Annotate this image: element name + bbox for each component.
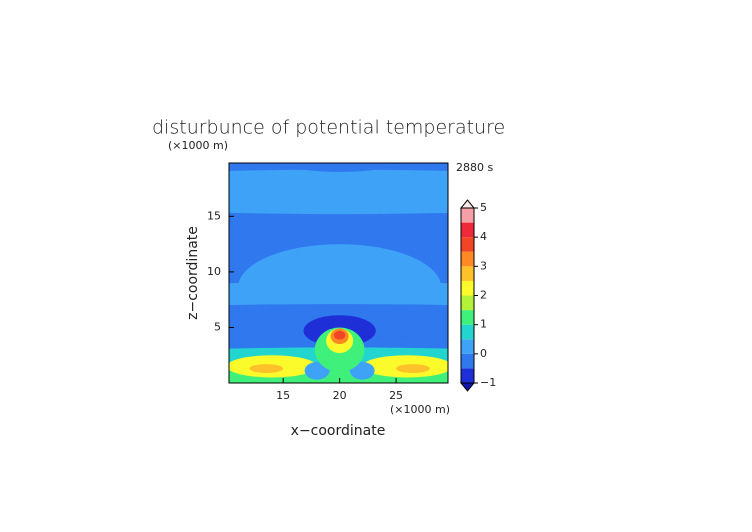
contour-region <box>396 364 430 373</box>
x-axis-title: x−coordinate <box>291 423 386 439</box>
colorbar-tick-label: 3 <box>480 259 487 272</box>
colorbar-bin <box>461 251 474 267</box>
colorbar-bin <box>461 208 474 223</box>
colorbar-extend-low <box>459 382 476 392</box>
colorbar-tick-label: 1 <box>480 318 487 331</box>
colorbar-bin <box>461 368 474 383</box>
x-tick-label: 25 <box>389 389 403 402</box>
colorbar-tick-label: −1 <box>480 376 496 389</box>
colorbar-bin <box>461 353 474 369</box>
y-axis-title: z−coordinate <box>185 226 201 320</box>
colorbar-bin <box>461 280 474 296</box>
colorbar-bin <box>461 266 474 281</box>
colorbar-tick-label: 4 <box>480 230 487 243</box>
chart-title: disturbunce of potential temperature <box>152 117 505 139</box>
x-tick-label: 15 <box>276 389 290 402</box>
contour-region <box>229 169 448 215</box>
colorbar-bin <box>461 310 474 325</box>
y-tick-label: 15 <box>207 209 221 222</box>
colorbar-bin <box>461 339 474 354</box>
colorbar-tick-label: 2 <box>480 289 487 302</box>
contour-region <box>249 364 284 373</box>
colorbar-bin <box>461 295 474 311</box>
colorbar-tick-label: 0 <box>480 347 487 360</box>
overlay: 15 20 25 5 10 15 −1 0 1 2 3 4 5 <box>207 162 496 402</box>
y-tick-label: 5 <box>214 320 221 333</box>
y-tick-label: 10 <box>207 265 221 278</box>
contour-region <box>277 163 403 172</box>
field <box>229 163 448 383</box>
y-unit: (×1000 m) <box>168 139 228 152</box>
colorbar-tick-label: 5 <box>480 201 487 214</box>
time-label: 2880 s <box>456 161 493 174</box>
colorbar-bin <box>461 237 474 252</box>
colorbar-bin <box>461 324 474 340</box>
colorbar-extend-high <box>459 199 476 209</box>
colorbar-bin <box>461 222 474 238</box>
x-tick-label: 20 <box>333 389 347 402</box>
contour-region <box>333 330 346 340</box>
x-unit: (×1000 m) <box>390 403 450 416</box>
plot-frame <box>228 162 449 384</box>
